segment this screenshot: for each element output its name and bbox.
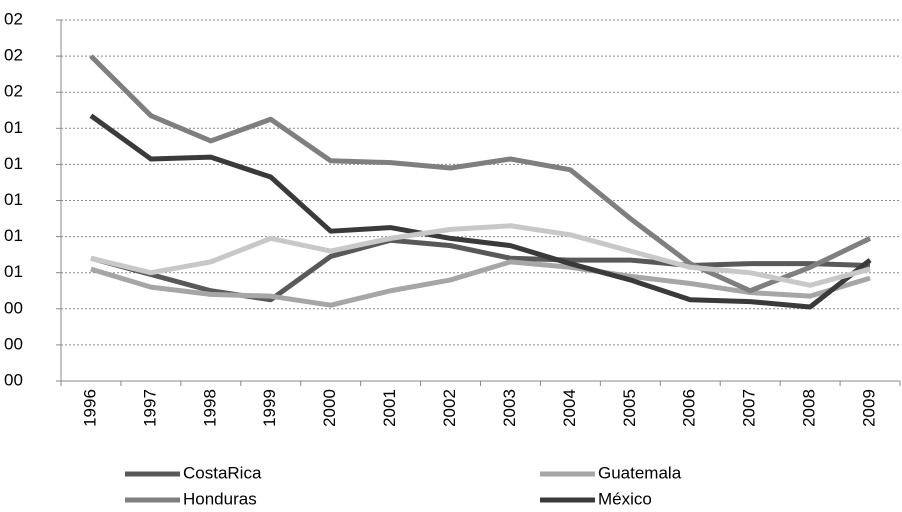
x-tick-label: 2006 — [680, 389, 699, 427]
x-tick-label: 2005 — [620, 389, 639, 427]
y-tick-label: 01 — [4, 190, 23, 209]
legend-label: Honduras — [183, 489, 257, 508]
y-tick-label: 00 — [4, 370, 23, 389]
y-tick-label: 01 — [4, 262, 23, 281]
x-tick-label: 1999 — [260, 389, 279, 427]
x-tick-label: 1996 — [80, 389, 99, 427]
legend-label: México — [598, 489, 652, 508]
y-tick-label: 00 — [4, 298, 23, 317]
y-tick-label: 01 — [4, 118, 23, 137]
y-tick-label: 02 — [4, 82, 23, 101]
x-tick-label: 1998 — [200, 389, 219, 427]
y-tick-label: 01 — [4, 154, 23, 173]
legend-item: Guatemala — [540, 463, 682, 482]
y-tick-label: 00 — [4, 334, 23, 353]
x-tick-label: 1997 — [140, 389, 159, 427]
series-line — [90, 223, 871, 288]
series-line — [89, 54, 872, 294]
legend-item: Honduras — [125, 489, 257, 508]
series-line — [89, 113, 872, 310]
x-tick-label: 2007 — [740, 389, 759, 427]
y-tick-label: 01 — [4, 226, 23, 245]
x-tick-label: 2002 — [440, 389, 459, 427]
legend-label: Guatemala — [598, 463, 682, 482]
legend-item: México — [540, 489, 652, 508]
legend-label: CostaRica — [183, 463, 262, 482]
x-tick-label: 2000 — [320, 389, 339, 427]
x-tick-label: 2003 — [500, 389, 519, 427]
legend-item: CostaRica — [125, 463, 262, 482]
x-tick-label: 2008 — [800, 389, 819, 427]
y-tick-label: 02 — [4, 9, 23, 28]
series-line — [90, 259, 871, 308]
y-tick-label: 02 — [4, 46, 23, 65]
x-tick-label: 2009 — [860, 389, 879, 427]
x-tick-label: 2001 — [380, 389, 399, 427]
x-tick-label: 2004 — [560, 389, 579, 427]
